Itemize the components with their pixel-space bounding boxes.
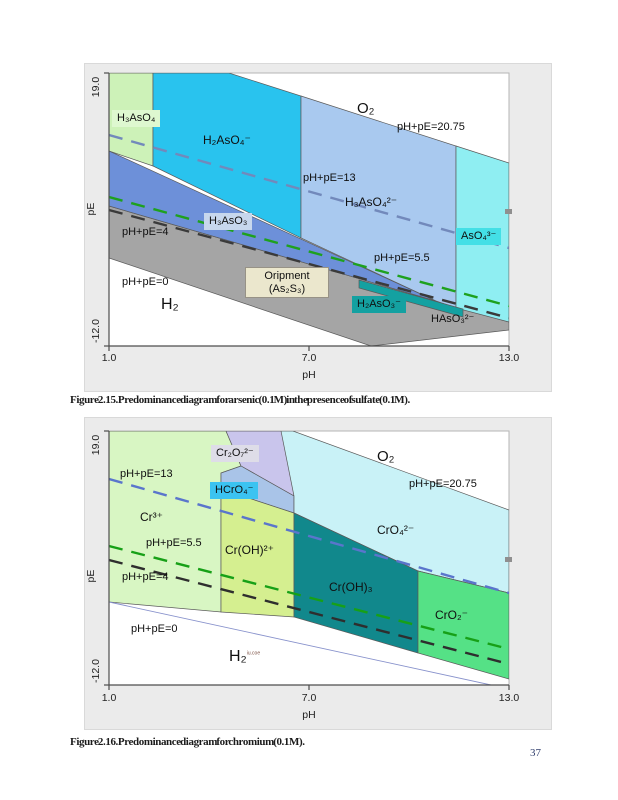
figure-16-chart: 19.0 pE -12.0 1.0 7.0 13.0 pH Cr₂O₇²⁻ O₂…	[84, 417, 552, 730]
region-label-h3aso4: H₃AsO₄	[112, 110, 161, 127]
region-cro2	[417, 570, 509, 680]
figure-16-caption: Figure 2.16. Predominance diagram for ch…	[70, 736, 305, 748]
figure-15-caption-label: Figure 2.15.	[70, 394, 118, 406]
region-label-o2: O₂	[357, 100, 375, 117]
oripment-line2: (As₂S₃)	[268, 282, 306, 295]
y-axis-min-label: -12.0	[89, 659, 102, 683]
figure-16-caption-label: Figure 2.16.	[70, 736, 118, 748]
x-tick-label-7: 7.0	[301, 692, 317, 704]
figure-15-chart: 19.0 pE -12.0 1.0 7.0 13.0 pH H₃AsO₄ H₂A…	[84, 63, 552, 392]
region-label-aso4: AsO₄³⁻	[456, 228, 502, 245]
x-axis-title: pH	[302, 709, 316, 721]
isoline-label-0: pH+pE=0	[131, 623, 178, 635]
region-label-h3aso3: H₃AsO₃	[204, 213, 253, 230]
y-axis-max-label: 19.0	[89, 76, 102, 98]
chart-selection-handle	[505, 209, 512, 214]
h2-label: H₂	[229, 648, 247, 665]
region-label-cro4: CrO₄²⁻	[377, 523, 415, 537]
isoline-label-2075: pH+pE=20.75	[397, 121, 465, 133]
x-tick-label-13: 13.0	[498, 352, 520, 364]
y-axis-title: pE	[84, 202, 97, 216]
chart-selection-handle	[505, 557, 512, 562]
region-label-cro2: CrO₂⁻	[435, 608, 468, 622]
page-number: 37	[530, 747, 541, 759]
region-label-h2: H₂iu.coe	[229, 648, 260, 666]
figure-15-caption-text: Predominance diagram for arsenic (0.1 M)…	[117, 394, 410, 406]
region-label-h2aso4: H₂AsO₄⁻	[203, 133, 251, 147]
region-label-cr2o7: Cr₂O₇²⁻	[211, 445, 259, 462]
isoline-label-4: pH+pE=4	[122, 571, 169, 583]
y-axis-title: pE	[84, 569, 97, 583]
isoline-label-55: pH+pE=5.5	[146, 537, 202, 549]
isoline-label-13: pH+pE=13	[120, 468, 173, 480]
dashed-line-ph-pe-4	[109, 208, 509, 320]
x-tick-label-1: 1.0	[101, 352, 117, 364]
x-tick-label-13: 13.0	[498, 692, 520, 704]
h2-superscript-artifact: iu.coe	[246, 650, 261, 657]
isoline-label-4: pH+pE=4	[122, 226, 169, 238]
y-axis-min-label: -12.0	[89, 319, 102, 343]
isoline-label-2075: pH+pE=20.75	[409, 478, 477, 490]
region-label-croh3: Cr(OH)₃	[329, 580, 373, 594]
figure-16-plot	[104, 430, 512, 690]
region-label-haso4: H₃AsO₄²⁻	[345, 195, 398, 209]
dashed-line-ph-pe-5-5	[109, 195, 509, 308]
region-label-cr3: Cr³⁺	[140, 510, 163, 524]
region-label-h2: H₂	[161, 296, 179, 313]
region-h2aso3-sliver	[358, 279, 464, 318]
region-label-hcro4: HCrO₄⁻	[210, 482, 259, 499]
region-label-croh2: Cr(OH)²⁺	[225, 543, 274, 557]
region-label-haso3: HAsO₃²⁻	[431, 313, 475, 325]
isoline-label-55: pH+pE=5.5	[374, 252, 430, 264]
region-label-o2: O₂	[377, 448, 395, 465]
dashed-line-ph-pe-13	[109, 133, 509, 250]
dashed-line-ph-pe-13	[109, 477, 509, 595]
x-tick-label-7: 7.0	[301, 352, 317, 364]
x-tick-label-1: 1.0	[101, 692, 117, 704]
isoline-label-13: pH+pE=13	[303, 172, 356, 184]
water-reduction-line	[109, 601, 492, 685]
y-axis-max-label: 19.0	[89, 434, 102, 456]
oripment-line1: Oripment	[264, 270, 310, 282]
figure-16-caption-text: Predominance diagram for chromium (0.1M)…	[117, 736, 305, 748]
region-label-oripment: Oripment (As₂S₃)	[245, 267, 329, 299]
figure-15-caption: Figure 2.15. Predominance diagram for ar…	[70, 394, 410, 406]
x-axis-title: pH	[302, 369, 316, 381]
isoline-label-0: pH+pE=0	[122, 276, 169, 288]
region-label-h2aso3: H₂AsO₃⁻	[352, 296, 406, 313]
